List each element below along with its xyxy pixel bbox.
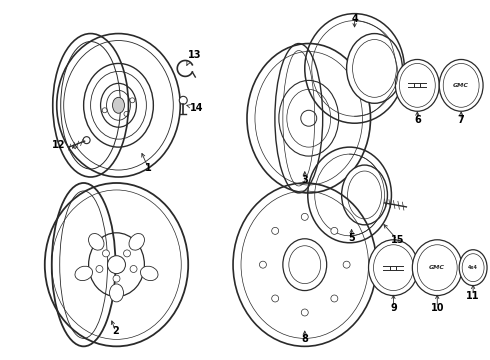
Text: 2: 2 [112,327,119,336]
Circle shape [301,213,308,220]
Circle shape [259,261,267,268]
Ellipse shape [113,97,124,113]
Ellipse shape [75,266,93,280]
Text: 6: 6 [414,115,421,125]
Text: 3: 3 [301,175,308,185]
Text: 15: 15 [391,235,404,245]
Circle shape [113,275,120,282]
Circle shape [107,256,125,274]
Ellipse shape [368,240,418,296]
Circle shape [331,295,338,302]
Circle shape [343,261,350,268]
Ellipse shape [413,240,462,296]
Ellipse shape [346,33,402,103]
Ellipse shape [89,234,104,250]
Ellipse shape [395,59,439,111]
Circle shape [179,96,187,104]
Text: 1: 1 [145,163,152,173]
Text: 14: 14 [190,103,203,113]
Circle shape [96,265,103,273]
Text: 9: 9 [390,302,397,312]
Circle shape [123,250,130,257]
Ellipse shape [459,250,487,285]
Text: 5: 5 [348,233,355,243]
Ellipse shape [439,59,483,111]
Text: 13: 13 [188,50,201,60]
Ellipse shape [342,165,388,225]
Ellipse shape [141,266,158,280]
Text: 12: 12 [52,140,66,150]
Circle shape [331,228,338,234]
Text: 11: 11 [466,291,480,301]
Text: 7: 7 [458,115,465,125]
Text: 4x4: 4x4 [468,265,478,270]
Text: 4: 4 [351,14,358,24]
Text: 10: 10 [431,302,444,312]
Text: GMC: GMC [429,265,445,270]
Circle shape [301,309,308,316]
Text: GMC: GMC [453,83,469,88]
Text: 8: 8 [301,334,308,345]
Ellipse shape [129,234,145,250]
Circle shape [102,250,109,257]
Circle shape [130,265,137,273]
Circle shape [271,228,279,234]
Circle shape [83,137,90,144]
Circle shape [271,295,279,302]
Ellipse shape [110,284,123,302]
